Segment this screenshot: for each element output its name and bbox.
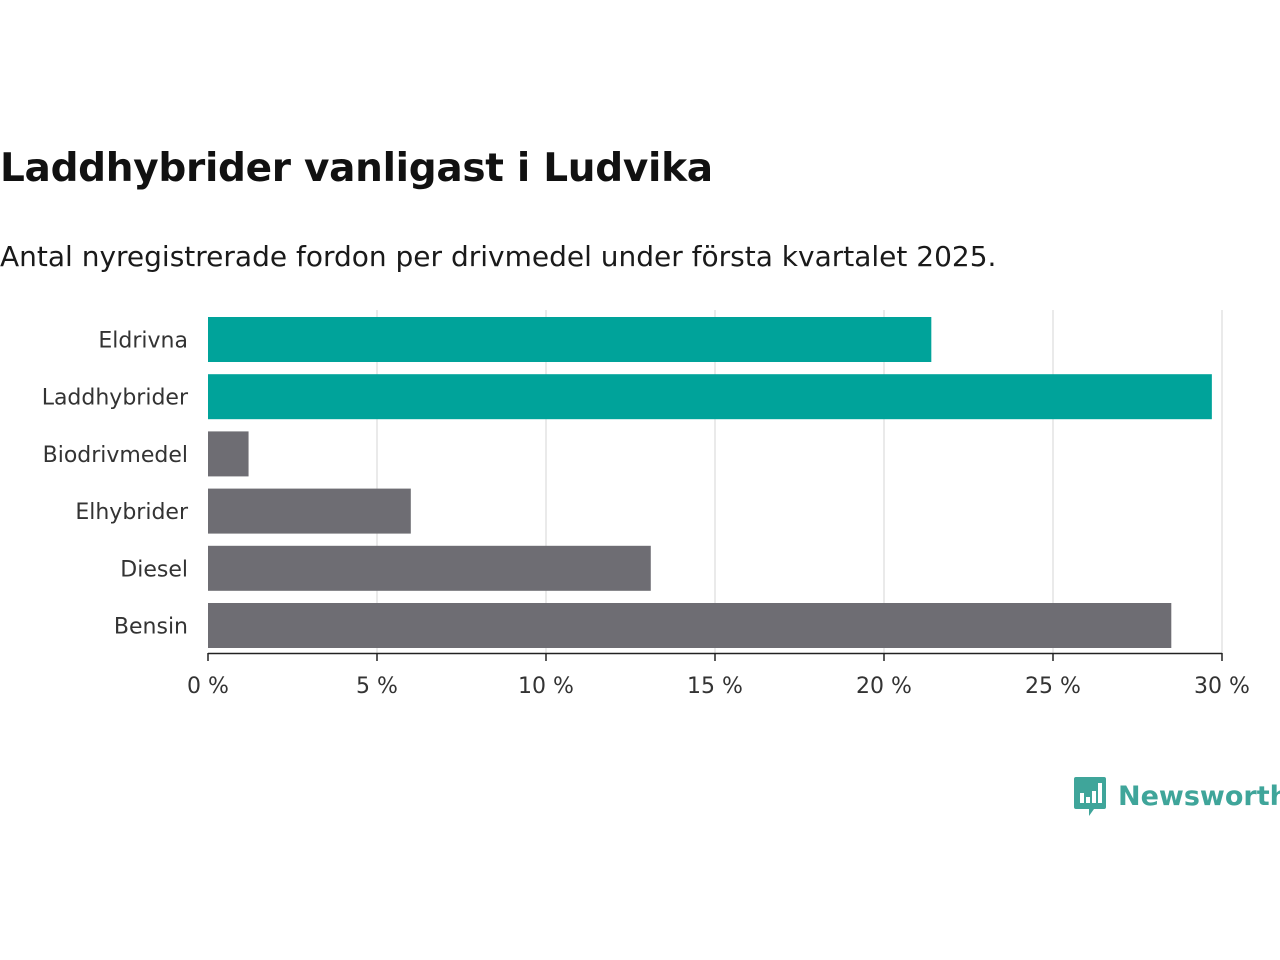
x-tick-label: 15 % — [687, 674, 743, 699]
bar-chart: Eldrivna Laddhybrider Biodrivmedel Elhybrid… — [42, 310, 1250, 699]
category-labels: Eldrivna Laddhybrider Biodrivmedel Elhybrid… — [42, 329, 189, 640]
x-tick-label: 20 % — [856, 674, 912, 699]
brand-name: Newsworthy — [1118, 780, 1280, 812]
x-axis: 0 % 5 % 10 % 15 % 20 % 25 % 30 % — [187, 652, 1250, 699]
bar-laddhybrider — [208, 374, 1212, 420]
grid-lines — [376, 310, 1223, 653]
x-tick-label: 25 % — [1025, 674, 1081, 699]
bar-bensin — [208, 603, 1172, 648]
x-tick-label: 10 % — [518, 674, 574, 699]
x-tick-label: 0 % — [187, 674, 229, 699]
bar-diesel — [208, 545, 651, 591]
x-tick-label: 5 % — [356, 674, 398, 699]
newsworthy-logo-icon — [1074, 777, 1106, 816]
chart-subtitle: Antal nyregistrerade fordon per drivmede… — [0, 240, 997, 273]
category-label: Diesel — [120, 557, 188, 582]
bar-biodrivmedel — [208, 431, 249, 477]
category-label: Bensin — [114, 615, 188, 640]
category-label: Eldrivna — [98, 329, 188, 354]
newsworthy-logo[interactable]: Newsworthy — [1072, 775, 1280, 817]
category-label: Elhybrider — [75, 500, 189, 525]
bars — [208, 317, 1212, 648]
category-label: Laddhybrider — [42, 386, 189, 411]
bar-elhybrider — [208, 488, 411, 534]
category-label: Biodrivmedel — [43, 443, 188, 468]
chart-title: Laddhybrider vanligast i Ludvika — [0, 146, 713, 191]
bar-eldrivna — [208, 317, 932, 362]
x-tick-label: 30 % — [1194, 674, 1250, 699]
